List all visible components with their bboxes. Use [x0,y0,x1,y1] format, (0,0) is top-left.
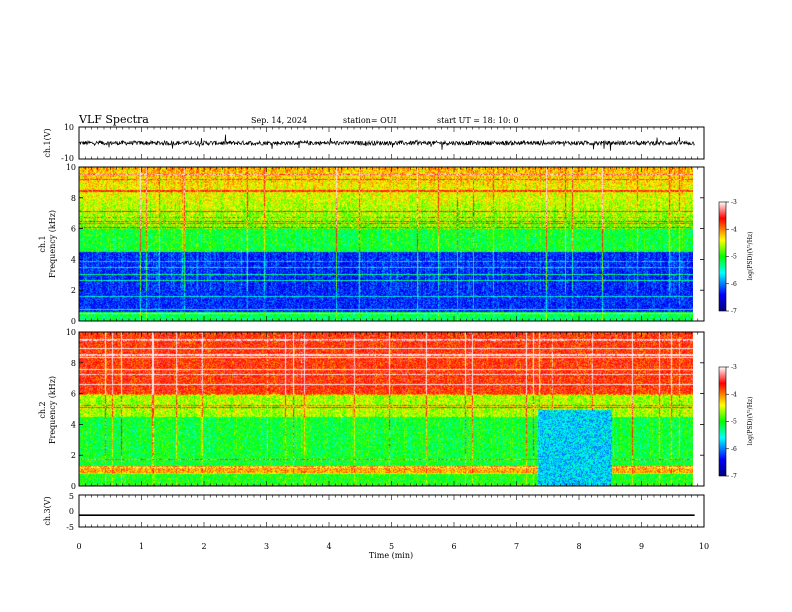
ch3-ytick-top: 5 [69,492,74,501]
ch1-ylabel: ch.1(V) [43,128,52,157]
freq-tick-label: 0 [71,317,76,326]
time-tick-label: 10 [699,542,709,551]
time-tick-label: 6 [451,542,456,551]
colorbar-tick-label: -5 [731,419,737,426]
ch2-spectrogram-yticks: 0 2 4 6 8 10 [66,328,704,491]
ch3-ytick-bottom: -5 [66,523,74,532]
ch1-waveform-panel: 10 -10 ch.1(V) [43,123,705,163]
colorbar-tick-label: -3 [731,364,737,371]
freq-tick-label: 4 [71,255,76,264]
ch2-spectrogram-ylabel-1: ch.2 [38,401,47,418]
colorbar-tick-label: -7 [731,473,737,480]
freq-tick-label: 6 [71,225,76,234]
ch1-spectrogram-ylabel-1: ch.1 [38,235,47,252]
freq-tick-label: 8 [71,194,76,203]
ch1-colorbar-label: log(PSD)(V²/Hz) [747,232,754,281]
ch3-ytick-mid: 0 [69,507,74,516]
colorbar-tick-label: -4 [731,391,737,398]
freq-tick-label: 4 [71,420,76,429]
time-tick-label: 8 [576,542,581,551]
chart-title: VLF Spectra [78,113,149,126]
colorbar-tick-label: -5 [731,254,737,261]
ch1-colorbar-ticks: -3 -4 -5 -6 -7 [726,199,737,315]
freq-tick-label: 10 [66,328,76,337]
ch1-colorbar: -3 -4 -5 -6 -7 log(PSD)(V²/Hz) [718,199,754,315]
ch1-spectrogram-yticks: 0 2 4 6 8 10 [66,163,704,326]
time-tick-label: 3 [264,542,269,551]
date-label: Sep. 14, 2024 [251,116,307,125]
colorbar-tick-label: -4 [731,226,737,233]
freq-tick-label: 2 [71,286,76,295]
freq-tick-label: 0 [71,482,76,491]
time-tick-label: 0 [76,542,81,551]
freq-tick-label: 8 [71,359,76,368]
ch1-spectrogram-image [79,167,693,321]
time-tick-label: 1 [139,542,144,551]
time-tick-label: 7 [514,542,519,551]
ch1-ytick-bottom: -10 [61,154,74,163]
ch3-ylabel: ch.3(V) [43,496,52,525]
time-axis-ticks: 0 1 2 3 4 5 6 7 8 9 10 [76,127,709,551]
start-time-label: start UT = 18: 10: 0 [437,116,518,125]
ch2-spectrogram-image [79,332,693,486]
ch1-waveform-trace [78,134,695,151]
ch1-colorbar-strip [718,201,727,312]
time-axis-label: Time (min) [369,551,413,560]
freq-tick-label: 6 [71,390,76,399]
ch2-colorbar-label: log(PSD)(V²/Hz) [747,397,754,446]
station-label: station= OUI [343,116,397,125]
time-tick-label: 9 [639,542,644,551]
ch1-ytick-top: 10 [64,123,74,132]
freq-tick-label: 10 [66,163,76,172]
ch2-colorbar-ticks: -3 -4 -5 -6 -7 [726,364,737,480]
ch3-waveform-panel: 5 0 -5 ch.3(V) [43,492,705,532]
ch2-spectrogram-ylabel-2: Frequency (kHz) [48,376,57,444]
colorbar-tick-label: -3 [731,199,737,206]
colorbar-tick-label: -6 [731,446,737,453]
colorbar-tick-label: -6 [731,281,737,288]
time-tick-label: 5 [389,542,394,551]
time-tick-label: 4 [326,542,331,551]
time-tick-label: 2 [201,542,206,551]
ch2-colorbar-strip [718,366,727,477]
freq-tick-label: 2 [71,451,76,460]
ch2-colorbar: -3 -4 -5 -6 -7 log(PSD)(V²/Hz) [718,364,754,480]
ch2-spectrogram-panel: 0 2 4 6 8 10 ch.2 Frequency (kHz) -3 -4 -5 -6 -7 … [38,328,754,491]
ch1-spectrogram-panel: 0 2 4 6 8 10 ch.1 Frequency (kHz) -3 -4 -5 -6 -7 … [38,163,754,326]
ch1-spectrogram-ylabel-2: Frequency (kHz) [48,210,57,278]
colorbar-tick-label: -7 [731,308,737,315]
